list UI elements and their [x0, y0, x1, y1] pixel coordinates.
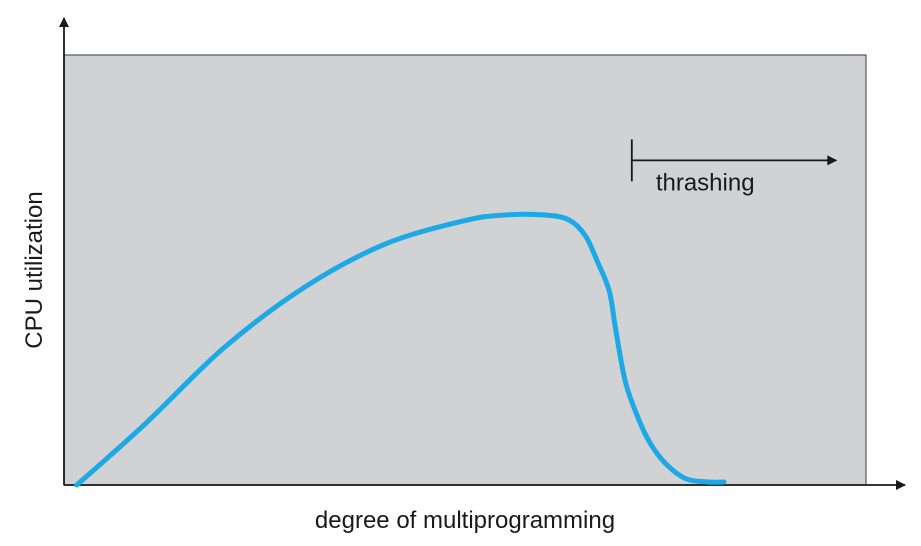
- thrashing-label: thrashing: [656, 169, 755, 196]
- y-axis-label: CPU utilization: [21, 191, 48, 348]
- x-axis-label: degree of multiprogramming: [315, 507, 615, 534]
- cpu-utilization-curve: [74, 211, 727, 488]
- plot-area: [63, 54, 867, 486]
